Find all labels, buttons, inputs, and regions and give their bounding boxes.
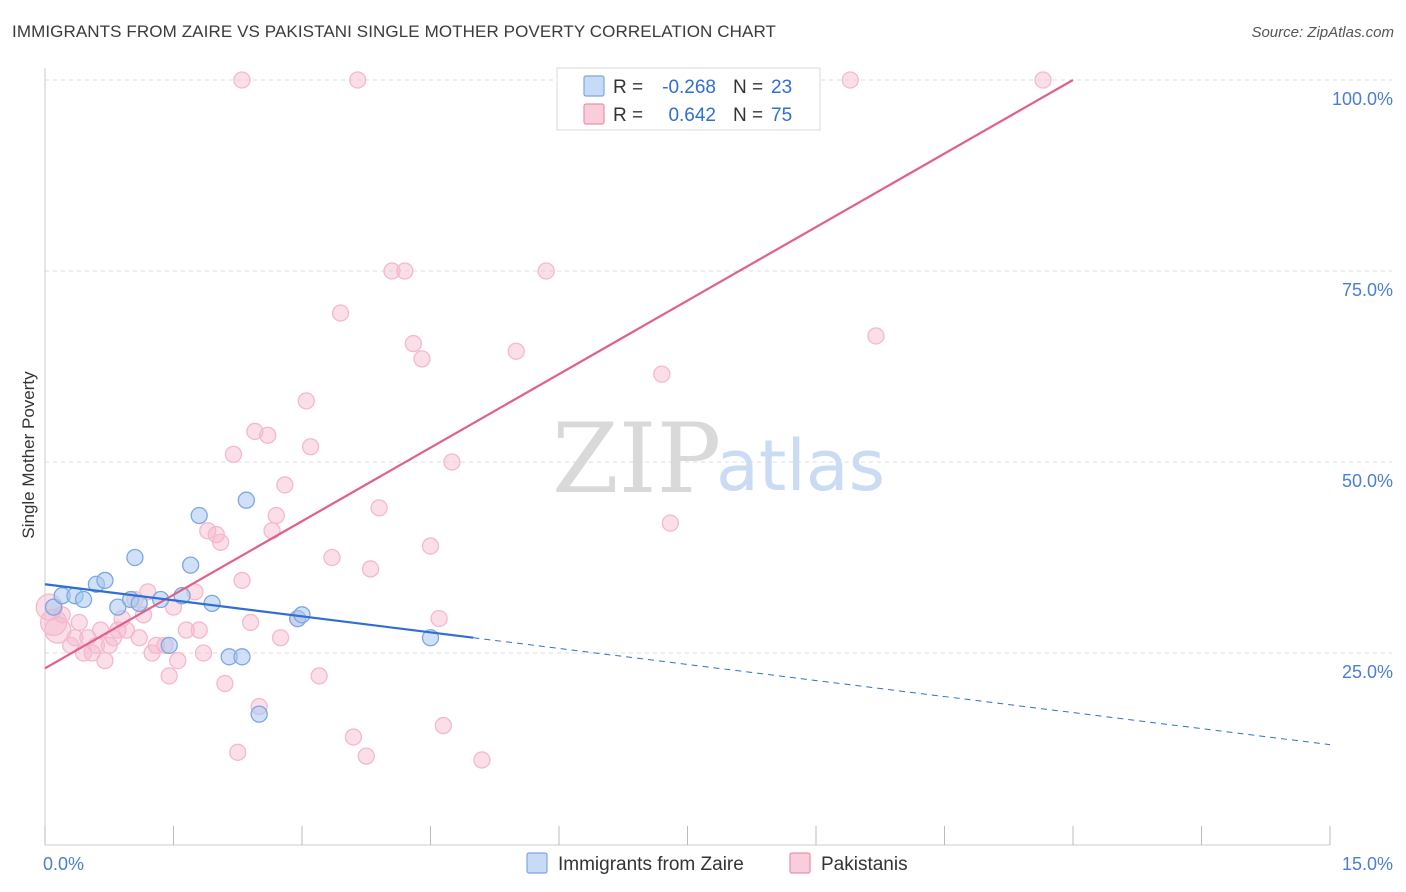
y-tick-label-25: 25.0% — [1342, 662, 1393, 682]
pakistani-point-6 — [70, 613, 88, 632]
legend-n-value-zaire: 23 — [771, 77, 792, 98]
legend-n-label-zaire: N = — [733, 77, 763, 98]
pakistani-point-44 — [267, 506, 285, 525]
pakistani-point-65 — [473, 751, 491, 769]
pakistani-point-57 — [383, 262, 401, 280]
correlation-legend: R = -0.268 N = 23 R = 0.642 N = 75 — [556, 67, 821, 131]
pakistani-point-72 — [349, 71, 367, 89]
pakistani-point-70 — [867, 327, 885, 345]
x-tick-label-1: 15.0% — [1342, 854, 1393, 874]
pakistani-point-75 — [1034, 71, 1052, 89]
pakistani-point-64 — [443, 453, 461, 471]
pakistani-point-50 — [310, 667, 328, 685]
bottom-legend-swatch-pakistani — [789, 852, 811, 874]
y-axis-label: Single Mother Poverty — [19, 371, 38, 539]
pakistani-point-37 — [229, 743, 247, 761]
watermark-atlas: atlas — [716, 425, 885, 507]
zaire-points — [44, 491, 440, 723]
pakistani-point-67 — [537, 262, 555, 280]
pakistani-point-52 — [331, 304, 350, 322]
legend-r-label-zaire: R = — [613, 77, 643, 98]
pakistani-point-39 — [241, 613, 260, 632]
pakistani-point-60 — [413, 350, 431, 368]
tick-labels: 25.0% 50.0% 75.0% 100.0% 0.0% 15.0% — [43, 89, 1393, 874]
pakistani-point-30 — [190, 621, 208, 639]
bottom-legend-label-zaire: Immigrants from Zaire — [558, 854, 744, 875]
pakistani-point-62 — [430, 609, 448, 628]
pakistani-point-61 — [421, 537, 440, 555]
pakistani-point-71 — [233, 71, 251, 89]
grid-lines — [45, 79, 1392, 654]
source-label: Source: ZipAtlas.com — [1251, 24, 1394, 41]
pakistani-points — [35, 71, 1052, 769]
pakistani-point-63 — [434, 716, 453, 735]
watermark: ZIP atlas — [552, 403, 885, 515]
pakistani-point-51 — [323, 548, 341, 567]
pakistani-point-53 — [344, 728, 363, 746]
pakistani-point-26 — [164, 598, 183, 616]
legend-r-label-pakistani: R = — [613, 105, 643, 126]
zaire-point-17 — [233, 648, 251, 666]
pakistani-point-74 — [841, 71, 859, 89]
y-tick-label-100: 100.0% — [1332, 89, 1393, 109]
pakistani-point-19 — [130, 629, 148, 647]
pakistani-point-32 — [199, 522, 217, 540]
pakistani-point-36 — [224, 445, 243, 464]
pakistani-point-38 — [233, 571, 251, 590]
legend-swatch-zaire — [583, 75, 605, 97]
pakistani-point-56 — [370, 499, 388, 517]
pakistani-point-27 — [169, 651, 187, 670]
zaire-point-5 — [96, 571, 114, 590]
watermark-zip: ZIP — [552, 403, 721, 515]
pakistani-point-69 — [661, 514, 680, 532]
axes — [44, 68, 1331, 846]
pakistani-point-12 — [96, 651, 114, 670]
pakistani-point-54 — [357, 747, 375, 765]
pakistani-point-49 — [301, 438, 320, 456]
zaire-point-11 — [160, 636, 178, 655]
legend-n-label-pakistani: N = — [733, 105, 763, 126]
zaire-point-14 — [190, 506, 208, 525]
y-tick-label-75: 75.0% — [1342, 280, 1393, 300]
zaire-point-18 — [237, 491, 255, 509]
pakistani-point-45 — [271, 629, 290, 647]
pakistani-point-25 — [160, 667, 178, 685]
pakistani-point-59 — [404, 334, 423, 353]
zaire-point-6 — [109, 598, 127, 616]
zaire-trend-line — [44, 583, 474, 639]
bottom-legend-swatch-zaire — [526, 852, 548, 874]
pakistani-point-66 — [507, 342, 525, 360]
y-tick-label-50: 50.0% — [1342, 471, 1393, 491]
pakistani-point-46 — [276, 476, 294, 494]
chart-title: IMMIGRANTS FROM ZAIRE VS PAKISTANI SINGL… — [12, 22, 776, 41]
pakistani-point-48 — [297, 392, 315, 410]
legend-r-value-zaire: -0.268 — [662, 77, 716, 98]
zaire-point-13 — [181, 556, 200, 574]
zaire-point-19 — [250, 705, 268, 723]
x-tick-label-0: 0.0% — [43, 854, 84, 874]
legend-swatch-pakistani — [583, 103, 605, 125]
pakistani-point-42 — [259, 426, 277, 444]
bottom-legend-label-pakistani: Pakistanis — [821, 854, 908, 875]
zaire-point-8 — [126, 548, 144, 567]
zaire-point-3 — [74, 590, 93, 609]
zaire-trend-extrapolation — [473, 637, 1331, 746]
pakistani-point-58 — [396, 262, 414, 280]
pakistani-point-68 — [653, 365, 671, 383]
legend-r-value-pakistani: 0.642 — [668, 105, 716, 126]
series-legend: Immigrants from Zaire Pakistanis — [526, 852, 908, 875]
pakistani-point-2 — [44, 616, 72, 644]
pakistani-point-35 — [216, 674, 234, 693]
pakistani-trend-line — [44, 79, 1074, 670]
pakistani-point-31 — [194, 644, 213, 662]
trend-lines — [44, 79, 1331, 746]
pakistani-point-34 — [211, 533, 230, 551]
legend-n-value-pakistani: 75 — [771, 105, 792, 126]
zaire-point-0 — [44, 598, 63, 616]
pakistani-point-40 — [246, 422, 264, 441]
pakistani-point-28 — [177, 621, 196, 639]
pakistani-point-55 — [361, 560, 380, 578]
